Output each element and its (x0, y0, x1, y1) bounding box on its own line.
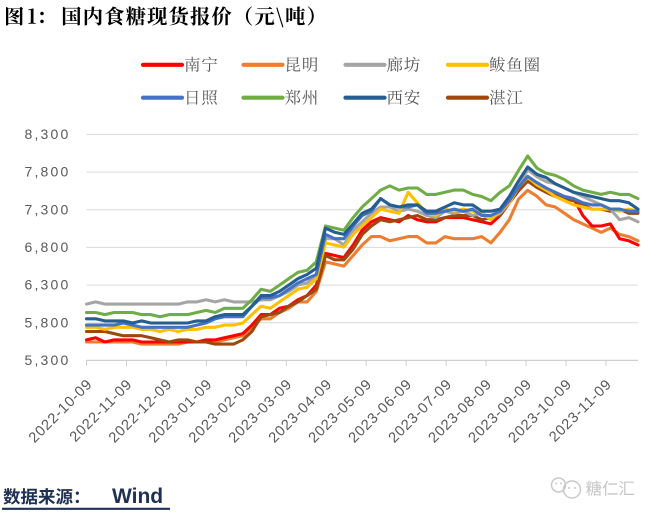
svg-text:7,800: 7,800 (24, 164, 70, 180)
svg-text:Wind: Wind (112, 485, 163, 508)
svg-text:7,300: 7,300 (24, 201, 70, 217)
svg-text:5,800: 5,800 (24, 314, 70, 330)
svg-text:5,300: 5,300 (24, 352, 70, 368)
svg-text:6,300: 6,300 (24, 277, 70, 293)
svg-text:8,300: 8,300 (24, 126, 70, 142)
svg-text:6,800: 6,800 (24, 239, 70, 255)
